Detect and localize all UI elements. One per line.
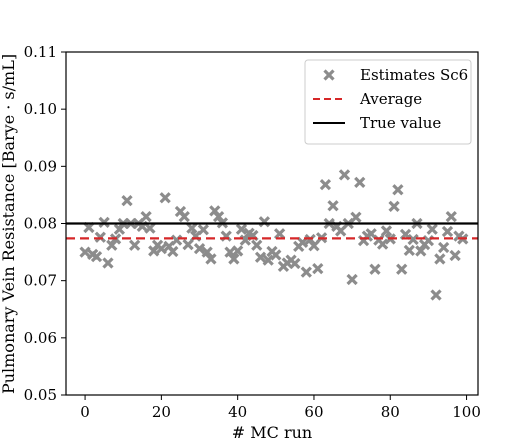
data-point	[396, 263, 408, 275]
data-point	[159, 192, 171, 204]
y-tick-label: 0.08	[24, 215, 57, 233]
y-axis: 0.05 0.06 0.07 0.08 0.09 0.10 0.11	[24, 43, 66, 404]
data-point	[178, 211, 190, 223]
data-point	[441, 225, 454, 238]
data-point	[308, 240, 320, 252]
y-tick-label: 0.09	[24, 157, 57, 175]
legend-label-average: Average	[359, 90, 422, 108]
data-point	[140, 211, 152, 223]
data-point	[94, 231, 106, 243]
legend: Estimates Sc6 Average True value	[304, 59, 472, 145]
reference-lines	[66, 222, 478, 240]
x-axis: 0 20 40 60 80 100	[80, 395, 481, 421]
data-point	[144, 222, 156, 234]
y-tick-label: 0.05	[24, 386, 57, 404]
data-point	[232, 245, 244, 257]
x-tick-label: 100	[452, 403, 481, 421]
data-point	[235, 223, 248, 235]
data-point	[239, 234, 251, 246]
legend-box	[304, 59, 472, 145]
data-point	[186, 222, 198, 234]
data-point	[212, 211, 225, 223]
data-point	[193, 243, 206, 255]
data-point	[434, 253, 446, 265]
data-point	[121, 195, 133, 207]
data-point	[403, 244, 415, 256]
x-axis-label: # MC run	[232, 423, 312, 442]
data-point	[167, 245, 179, 258]
data-point	[90, 251, 103, 263]
data-point	[327, 200, 339, 212]
data-point	[415, 245, 427, 257]
data-point	[98, 216, 110, 228]
data-point	[300, 266, 312, 278]
data-point	[254, 251, 267, 263]
data-point	[338, 169, 351, 181]
legend-label-true-value: True value	[360, 114, 441, 132]
data-point	[312, 263, 324, 275]
data-point	[392, 184, 404, 196]
data-point	[258, 216, 271, 228]
x-tick-label: 20	[152, 403, 171, 421]
y-tick-label: 0.10	[24, 100, 57, 118]
data-point	[106, 239, 118, 251]
data-point	[376, 238, 389, 250]
data-point	[262, 254, 274, 266]
data-point	[228, 253, 240, 265]
data-point	[426, 223, 438, 235]
data-point	[407, 233, 419, 246]
data-point	[270, 249, 282, 261]
x-tick-label: 0	[80, 403, 90, 421]
data-point	[304, 233, 316, 246]
data-point	[354, 176, 366, 188]
y-tick-label: 0.11	[24, 43, 57, 61]
data-point	[319, 178, 332, 191]
legend-label-estimates: Estimates Sc6	[360, 66, 468, 84]
y-tick-label: 0.07	[24, 272, 57, 290]
data-point	[102, 257, 114, 269]
legend-marker-x	[323, 69, 335, 81]
data-point	[430, 289, 442, 301]
data-point	[79, 246, 91, 258]
data-point	[289, 257, 301, 270]
x-tick-label: 80	[381, 403, 400, 421]
data-point	[445, 211, 457, 223]
data-point	[129, 239, 141, 251]
data-point	[182, 239, 194, 251]
legend-marker-estimates	[323, 69, 335, 81]
y-axis-label: Pulmonary Vein Resistance [Barye · s/mL]	[0, 54, 18, 394]
data-point	[201, 246, 213, 258]
data-point	[197, 224, 209, 236]
data-point	[170, 234, 183, 246]
data-point	[350, 211, 362, 223]
x-tick-label: 40	[228, 403, 247, 421]
data-point	[369, 263, 381, 275]
data-point	[205, 253, 217, 265]
data-point	[155, 243, 168, 255]
data-point	[273, 228, 286, 240]
plot-area	[79, 169, 469, 301]
data-point	[346, 273, 358, 286]
x-tick-label: 60	[304, 403, 323, 421]
y-tick-label: 0.06	[24, 329, 57, 347]
data-point	[251, 239, 263, 251]
data-point	[449, 249, 461, 262]
data-point	[335, 225, 347, 237]
data-point	[438, 241, 450, 254]
data-point	[388, 200, 400, 212]
data-point	[380, 225, 393, 237]
